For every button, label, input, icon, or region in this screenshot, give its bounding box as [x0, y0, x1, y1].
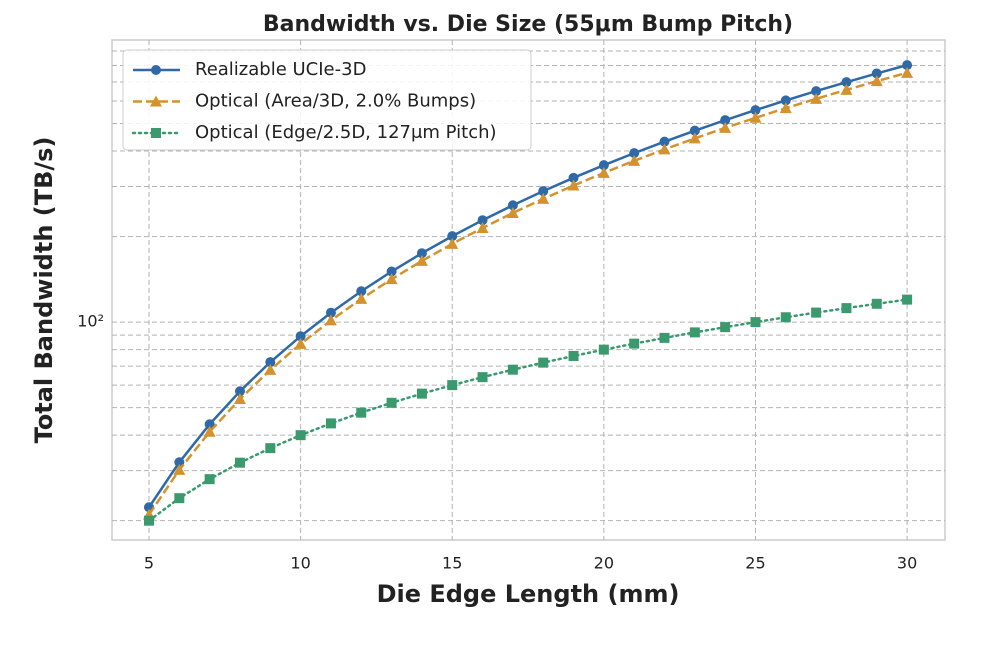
marker: [659, 332, 670, 343]
marker: [325, 418, 336, 429]
marker: [325, 307, 336, 318]
marker: [810, 92, 823, 104]
marker: [446, 237, 459, 249]
marker: [355, 292, 368, 304]
marker: [265, 357, 276, 368]
marker: [841, 77, 852, 88]
marker: [476, 221, 489, 233]
legend-label: Realizable UCIe-3D: [195, 59, 366, 80]
marker: [719, 121, 732, 133]
marker: [568, 172, 579, 183]
marker: [295, 331, 306, 342]
x-tick-label: 20: [594, 554, 614, 573]
marker: [356, 407, 367, 418]
marker: [871, 298, 882, 309]
marker: [750, 317, 761, 328]
marker: [386, 397, 397, 408]
marker: [174, 493, 185, 504]
marker: [720, 115, 731, 126]
marker: [173, 463, 186, 475]
series-line: [147, 298, 909, 522]
marker: [597, 166, 610, 178]
marker: [688, 132, 701, 144]
y-tick-label: 10²: [77, 312, 104, 331]
marker: [203, 425, 216, 437]
marker: [294, 337, 307, 349]
marker: [204, 474, 215, 485]
series-line: [147, 71, 908, 516]
marker: [750, 105, 761, 116]
marker: [538, 186, 549, 197]
marker: [628, 154, 641, 166]
x-tick-label: 5: [144, 554, 154, 573]
chart-title: Bandwidth vs. Die Size (55μm Bump Pitch): [263, 12, 793, 37]
y-axis-label: Total Bandwidth (TB/s): [30, 137, 58, 444]
marker: [749, 111, 762, 123]
marker: [901, 66, 914, 78]
marker: [870, 75, 883, 87]
marker: [324, 314, 337, 326]
marker: [720, 322, 731, 333]
marker: [689, 327, 700, 338]
marker: [659, 136, 670, 147]
marker: [902, 60, 913, 71]
marker: [264, 363, 277, 375]
marker: [658, 143, 671, 155]
series-line: [147, 63, 908, 508]
legend-box: [122, 49, 532, 151]
marker: [780, 95, 791, 106]
legend-label: Optical (Area/3D, 2.0% Bumps): [195, 91, 476, 112]
x-tick-label: 30: [897, 554, 917, 573]
marker: [477, 372, 488, 383]
marker: [416, 248, 427, 259]
marker: [151, 65, 161, 75]
marker: [507, 200, 518, 211]
x-tick-label: 10: [290, 554, 310, 573]
marker: [598, 344, 609, 355]
marker: [840, 83, 853, 95]
marker: [265, 443, 276, 454]
marker: [811, 307, 822, 318]
marker: [507, 364, 518, 375]
marker: [447, 380, 458, 391]
marker: [234, 457, 245, 468]
marker: [151, 128, 161, 138]
marker: [143, 515, 154, 526]
marker: [538, 357, 549, 368]
marker: [204, 419, 215, 430]
marker: [416, 388, 427, 399]
marker: [629, 338, 640, 349]
x-axis-label: Die Edge Length (mm): [377, 580, 680, 608]
marker: [779, 102, 792, 114]
marker: [689, 125, 700, 136]
marker: [567, 179, 580, 191]
marker: [233, 393, 246, 405]
marker: [811, 86, 822, 97]
marker: [537, 192, 550, 204]
marker: [598, 160, 609, 171]
marker: [568, 350, 579, 361]
marker: [477, 215, 488, 226]
marker: [841, 303, 852, 314]
x-tick-label: 25: [745, 554, 765, 573]
marker: [629, 148, 640, 159]
marker: [902, 294, 913, 305]
marker: [386, 266, 397, 277]
marker: [780, 312, 791, 323]
marker: [506, 206, 519, 218]
marker: [447, 231, 458, 242]
marker: [150, 95, 162, 107]
marker: [295, 430, 306, 441]
marker: [385, 273, 398, 285]
marker: [356, 286, 367, 297]
legend-label: Optical (Edge/2.5D, 127μm Pitch): [195, 122, 497, 143]
marker: [234, 386, 245, 397]
x-tick-label: 15: [442, 554, 462, 573]
marker: [871, 68, 882, 79]
marker: [415, 254, 428, 266]
